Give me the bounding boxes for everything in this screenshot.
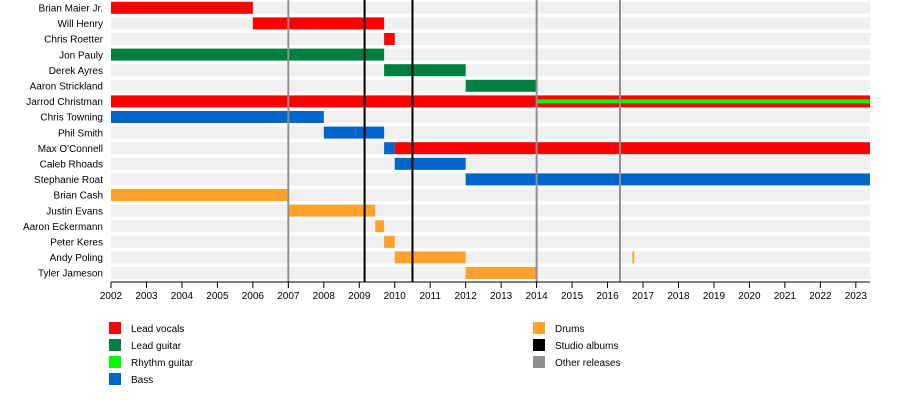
member-bar bbox=[465, 79, 537, 92]
legend-label: Other releases bbox=[555, 358, 621, 369]
member-label: Jon Pauly bbox=[59, 50, 103, 61]
x-tick-label: 2011 bbox=[419, 291, 441, 302]
member-bar bbox=[384, 64, 466, 77]
member-label: Aaron Strickland bbox=[30, 82, 103, 93]
legend-swatch bbox=[533, 322, 545, 334]
row-background bbox=[111, 189, 870, 201]
member-bar bbox=[394, 142, 870, 155]
legend-label: Studio albums bbox=[555, 341, 618, 352]
member-bar bbox=[632, 251, 635, 264]
member-label: Peter Keres bbox=[50, 238, 103, 249]
member-label: Andy Poling bbox=[50, 253, 103, 264]
x-tick-label: 2019 bbox=[703, 291, 726, 302]
member-bar bbox=[375, 220, 385, 233]
x-tick-label: 2018 bbox=[667, 291, 690, 302]
member-label: Justin Evans bbox=[46, 206, 103, 217]
row-background bbox=[111, 17, 870, 30]
x-tick-label: 2004 bbox=[171, 291, 194, 302]
x-tick-label: 2013 bbox=[490, 291, 513, 302]
legend-swatch bbox=[109, 373, 121, 385]
member-label: Chris Roetter bbox=[44, 35, 104, 46]
x-tick-label: 2008 bbox=[313, 291, 336, 302]
row-background bbox=[111, 204, 870, 217]
x-tick-label: 2016 bbox=[596, 291, 619, 302]
legend-label: Lead guitar bbox=[131, 341, 182, 352]
member-label: Brian Cash bbox=[54, 191, 103, 202]
member-bar bbox=[465, 173, 870, 186]
legend-label: Drums bbox=[555, 324, 584, 335]
member-bar bbox=[384, 235, 395, 248]
x-axis: 2002 2003 2004 2005 2006 2007 2008 2009 2010 2011… bbox=[100, 281, 870, 302]
x-tick-label: 2021 bbox=[774, 291, 797, 302]
release-lines bbox=[287, 0, 621, 282]
x-tick-label: 2009 bbox=[348, 291, 371, 302]
legend: Lead vocals Lead guitar Rhythm guitar Bass D… bbox=[109, 322, 621, 386]
row-background bbox=[111, 251, 870, 264]
member-label: Max O'Connell bbox=[38, 144, 103, 155]
x-tick-label: 2006 bbox=[242, 291, 265, 302]
member-bar bbox=[394, 157, 466, 170]
row-background bbox=[111, 235, 870, 248]
legend-swatch bbox=[533, 339, 545, 351]
x-tick-label: 2023 bbox=[845, 291, 868, 302]
legend-label: Lead vocals bbox=[131, 324, 184, 335]
legend-label: Rhythm guitar bbox=[131, 358, 194, 369]
member-bar bbox=[323, 126, 385, 139]
x-tick-label: 2010 bbox=[384, 291, 407, 302]
legend-swatch bbox=[109, 356, 121, 368]
row-background bbox=[111, 220, 870, 233]
member-label: Jarrod Christman bbox=[26, 97, 103, 108]
member-label: Stephanie Roat bbox=[34, 175, 103, 186]
x-tick-label: 2020 bbox=[738, 291, 761, 302]
member-bar bbox=[384, 142, 395, 155]
member-bar bbox=[111, 1, 253, 14]
legend-label: Bass bbox=[131, 375, 153, 386]
x-tick-label: 2014 bbox=[525, 291, 548, 302]
member-label: Brian Maier Jr. bbox=[39, 4, 103, 15]
x-tick-label: 2005 bbox=[206, 291, 229, 302]
member-bar bbox=[465, 267, 537, 279]
member-labels: Brian Maier Jr. Will Henry Chris Roetter Jo… bbox=[23, 4, 104, 280]
x-tick-label: 2022 bbox=[809, 291, 832, 302]
member-label: Derek Ayres bbox=[49, 66, 103, 77]
row-background bbox=[111, 157, 870, 170]
row-background bbox=[111, 126, 870, 139]
x-tick-label: 2015 bbox=[561, 291, 584, 302]
member-bar bbox=[111, 48, 385, 61]
member-label: Phil Smith bbox=[58, 128, 103, 139]
member-bar bbox=[384, 33, 395, 45]
member-bar bbox=[111, 95, 870, 108]
row-background bbox=[111, 1, 870, 14]
x-tick-label: 2012 bbox=[455, 291, 478, 302]
legend-swatch bbox=[109, 322, 121, 334]
row-background bbox=[111, 64, 870, 77]
member-label: Chris Towning bbox=[40, 113, 103, 124]
legend-swatch bbox=[109, 339, 121, 351]
member-label: Caleb Rhoads bbox=[40, 160, 103, 171]
x-tick-label: 2007 bbox=[277, 291, 300, 302]
row-background bbox=[111, 33, 870, 45]
member-bar bbox=[111, 189, 289, 201]
x-tick-label: 2003 bbox=[135, 291, 158, 302]
member-bar-secondary-role bbox=[536, 99, 870, 104]
x-tick-label: 2002 bbox=[100, 291, 123, 302]
legend-swatch bbox=[533, 356, 545, 368]
member-rows bbox=[111, 1, 870, 279]
member-bar bbox=[252, 17, 385, 30]
member-label: Tyler Jameson bbox=[38, 269, 103, 280]
member-bar bbox=[111, 111, 324, 123]
member-label: Will Henry bbox=[57, 19, 103, 30]
x-tick-label: 2017 bbox=[632, 291, 655, 302]
member-bar bbox=[288, 204, 376, 217]
member-label: Aaron Eckermann bbox=[23, 222, 103, 233]
member-bar bbox=[394, 251, 466, 264]
